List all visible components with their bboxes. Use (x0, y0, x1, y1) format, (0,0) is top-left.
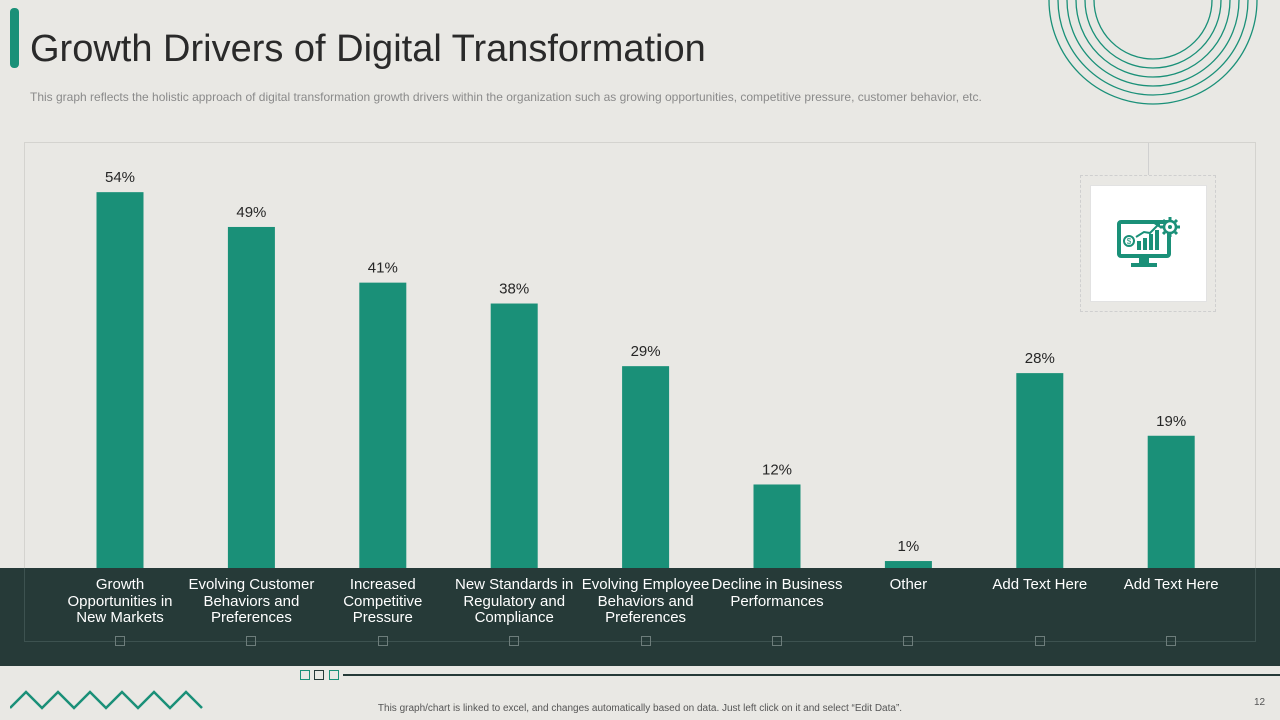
bar-value-label-6: 12% (762, 461, 792, 478)
bar-5 (622, 366, 670, 568)
footer-divider (343, 674, 1280, 676)
decorative-concentric-circles (1048, 0, 1258, 105)
page-number: 12 (1254, 697, 1266, 708)
bar-9 (1147, 435, 1195, 568)
category-label-3: Increased Competitive Pressure (343, 576, 423, 626)
footer-note: This graph/chart is linked to excel, and… (377, 703, 903, 714)
category-marker-8 (1034, 636, 1045, 646)
category-marker-6 (772, 636, 782, 646)
bar-value-label-8: 28% (1025, 350, 1055, 367)
category-marker-7 (903, 636, 914, 646)
category-label-5: Evolving Employee Behaviors and Preferen… (581, 576, 710, 626)
category-marker-3 (377, 636, 388, 646)
bar-1 (96, 192, 144, 568)
page-subtitle: This graph reflects the holistic approac… (30, 90, 982, 104)
footer-square-3 (329, 670, 339, 680)
category-label-band-frame (24, 568, 1256, 642)
bar-value-label-3: 41% (368, 260, 398, 277)
bar-7 (884, 561, 932, 568)
decorative-zigzag (10, 690, 203, 710)
bar-value-label-9: 19% (1156, 413, 1186, 430)
bar-value-label-4: 38% (499, 281, 529, 298)
bar-8 (1016, 373, 1064, 568)
footer-square-1 (300, 670, 310, 680)
category-label-band (0, 568, 1280, 666)
bar-2 (227, 226, 275, 568)
category-marker-9 (1166, 636, 1177, 646)
category-marker-5 (640, 636, 651, 646)
category-marker-2 (246, 636, 257, 646)
category-marker-4 (509, 636, 520, 646)
category-marker-1 (115, 636, 125, 646)
category-label-8: Add Text Here (992, 576, 1088, 593)
bar-value-label-7: 1% (898, 538, 920, 555)
monitor-growth-gear-icon: $ (1117, 217, 1180, 267)
category-label-7: Other (889, 576, 928, 593)
icon-frame (1080, 175, 1216, 312)
bar-value-label-1: 54% (105, 169, 135, 186)
category-label-6: Decline in Business Performances (711, 576, 843, 610)
category-label-4: New Standards in Regulatory and Complian… (454, 576, 574, 626)
category-label-9: Add Text Here (1123, 576, 1219, 593)
title-accent-bar (10, 8, 19, 68)
footer-square-2 (314, 670, 324, 680)
icon-connector-line (1148, 143, 1149, 175)
svg-text:$: $ (1127, 237, 1132, 246)
bar-6 (753, 484, 801, 568)
bar-4 (490, 303, 538, 568)
category-label-2: Evolving Customer Behaviors and Preferen… (188, 576, 315, 626)
page-title: Growth Drivers of Digital Transformation (30, 28, 706, 70)
bar-3 (359, 282, 407, 568)
bar-value-label-2: 49% (236, 204, 266, 221)
bar-value-label-5: 29% (631, 343, 661, 360)
icon-card (1090, 185, 1207, 302)
category-label-1: Growth Opportunities in New Markets (67, 576, 173, 626)
